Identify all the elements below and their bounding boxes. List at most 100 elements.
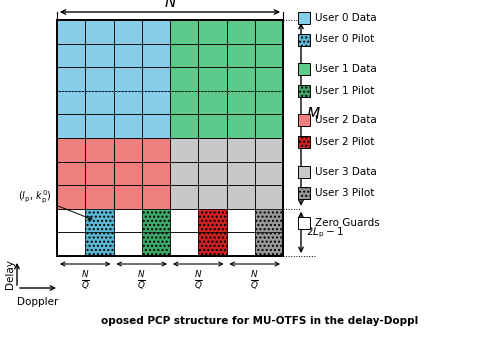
Text: $\frac{N}{Q}$: $\frac{N}{Q}$ (250, 269, 259, 291)
Bar (142, 209, 170, 233)
Bar (142, 162, 170, 185)
Bar (142, 67, 170, 91)
Bar (226, 91, 255, 114)
Bar (170, 91, 198, 114)
Bar (57, 138, 85, 162)
Bar (142, 138, 170, 162)
Bar (85, 114, 113, 138)
Bar (57, 185, 85, 209)
Bar (142, 44, 170, 67)
Bar (198, 67, 226, 91)
Bar (85, 138, 113, 162)
Bar (255, 233, 283, 256)
Text: Zero Guards: Zero Guards (315, 218, 380, 228)
Bar (298, 187, 310, 199)
Bar (170, 162, 198, 185)
Bar (255, 209, 283, 233)
Bar (85, 91, 113, 114)
Bar (85, 209, 113, 233)
Bar (170, 44, 198, 67)
Text: User 3 Data: User 3 Data (315, 167, 377, 176)
Bar (85, 233, 113, 256)
Bar (113, 209, 142, 233)
Bar (85, 185, 113, 209)
Bar (57, 67, 85, 91)
Bar (170, 233, 198, 256)
Bar (255, 20, 283, 44)
Bar (255, 138, 283, 162)
Bar (170, 67, 198, 91)
Bar (255, 233, 283, 256)
Bar (57, 114, 85, 138)
Bar (198, 233, 226, 256)
Bar (113, 114, 142, 138)
Text: $\frac{N}{Q}$: $\frac{N}{Q}$ (81, 269, 90, 291)
Bar (226, 20, 255, 44)
Bar (113, 138, 142, 162)
Bar (85, 233, 113, 256)
Text: User 2 Pilot: User 2 Pilot (315, 137, 374, 147)
Bar (255, 114, 283, 138)
Bar (57, 91, 85, 114)
Bar (142, 233, 170, 256)
Bar (142, 20, 170, 44)
Bar (226, 185, 255, 209)
Bar (198, 138, 226, 162)
Bar (57, 20, 283, 256)
Text: oposed PCP structure for MU-OTFS in the delay-Doppl: oposed PCP structure for MU-OTFS in the … (101, 316, 419, 326)
Text: Delay: Delay (5, 259, 15, 289)
Bar (198, 209, 226, 233)
Bar (198, 162, 226, 185)
Text: $(l_\mathrm{p},\, k_\mathrm{p}^0)$: $(l_\mathrm{p},\, k_\mathrm{p}^0)$ (18, 188, 92, 220)
Bar (113, 185, 142, 209)
Bar (255, 209, 283, 233)
Bar (226, 67, 255, 91)
Bar (142, 185, 170, 209)
Bar (85, 20, 113, 44)
Bar (198, 185, 226, 209)
Bar (198, 209, 226, 233)
Text: $\frac{N}{Q}$: $\frac{N}{Q}$ (137, 269, 146, 291)
Text: User 2 Data: User 2 Data (315, 115, 377, 125)
Bar (298, 63, 310, 75)
Bar (198, 91, 226, 114)
Bar (170, 20, 198, 44)
Bar (298, 217, 310, 229)
Text: $M$: $M$ (306, 106, 321, 122)
Bar (226, 233, 255, 256)
Bar (255, 67, 283, 91)
Text: $N$: $N$ (163, 0, 176, 10)
Bar (170, 185, 198, 209)
Bar (85, 162, 113, 185)
Bar (113, 20, 142, 44)
Bar (85, 209, 113, 233)
Text: User 1 Pilot: User 1 Pilot (315, 86, 374, 96)
Bar (170, 209, 198, 233)
Text: Doppler: Doppler (17, 297, 58, 307)
Bar (255, 162, 283, 185)
Bar (57, 20, 85, 44)
Bar (298, 166, 310, 177)
Bar (170, 114, 198, 138)
Bar (57, 44, 85, 67)
Text: User 1 Data: User 1 Data (315, 64, 377, 74)
Bar (142, 114, 170, 138)
Bar (198, 20, 226, 44)
Bar (298, 12, 310, 24)
Bar (298, 136, 310, 148)
Bar (298, 34, 310, 46)
Bar (226, 209, 255, 233)
Bar (142, 233, 170, 256)
Bar (298, 85, 310, 97)
Bar (226, 44, 255, 67)
Bar (226, 138, 255, 162)
Bar (198, 233, 226, 256)
Bar (226, 162, 255, 185)
Bar (85, 67, 113, 91)
Bar (226, 114, 255, 138)
Bar (113, 44, 142, 67)
Bar (198, 114, 226, 138)
Bar (255, 44, 283, 67)
Text: User 0 Data: User 0 Data (315, 13, 376, 23)
Text: User 0 Pilot: User 0 Pilot (315, 34, 374, 45)
